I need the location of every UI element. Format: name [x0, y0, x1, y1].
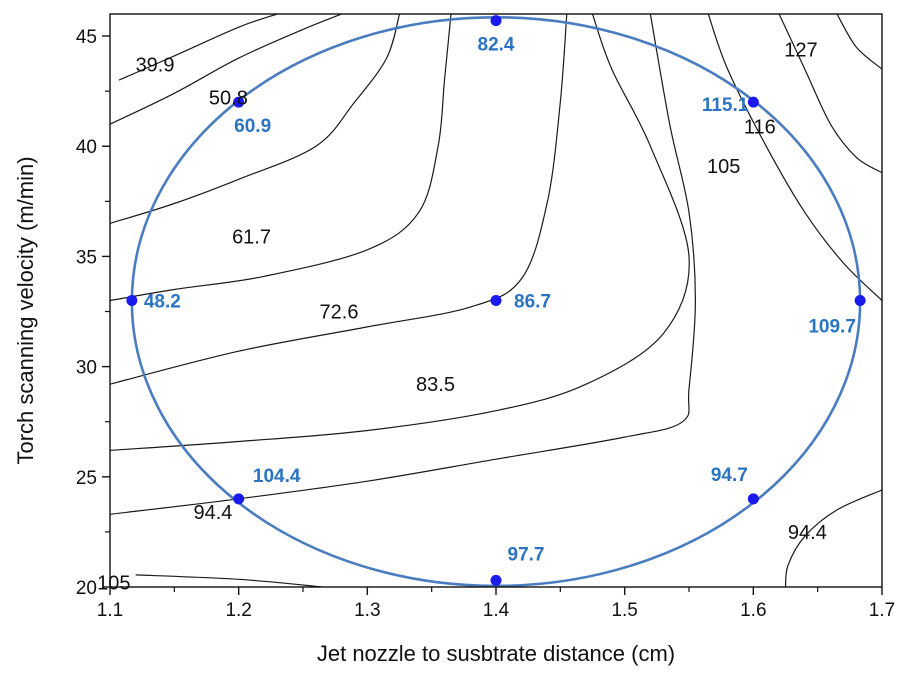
- contour-label: 94.4: [788, 522, 827, 544]
- x-tick-label: 1.7: [869, 600, 895, 621]
- design-point-label: 109.7: [808, 317, 856, 338]
- design-point-label: 60.9: [234, 116, 271, 137]
- design-point: [747, 493, 759, 505]
- y-tick-label: 25: [76, 468, 97, 489]
- y-tick-label: 35: [76, 247, 97, 268]
- design-point: [233, 493, 245, 505]
- y-tick-label: 40: [76, 137, 97, 158]
- axes: 1.1 1.2 1.3 1.4 1.5 1.6 1.7 20 25 30 35 40 45: [76, 27, 895, 621]
- x-tick-label: 1.3: [354, 600, 380, 621]
- y-tick-label: 20: [76, 578, 97, 599]
- contour-line-39-9: [118, 14, 278, 81]
- contour-label: 50.8: [209, 88, 248, 110]
- contour-line-105: [135, 574, 323, 587]
- y-tick-label: 30: [76, 358, 97, 379]
- design-point: [854, 295, 866, 306]
- y-axis-title: Torch scanning velocity (m/min): [13, 156, 38, 464]
- design-point-label: 48.2: [144, 292, 181, 313]
- design-points: 82.4 60.9 115.1 48.2 86.7 109.7 104.4 94.7 97.7: [126, 15, 866, 586]
- y-tick-label: 45: [76, 27, 97, 48]
- x-tick-label: 1.5: [611, 600, 637, 621]
- x-tick-label: 1.4: [483, 600, 510, 621]
- x-tick-label: 1.2: [225, 600, 251, 621]
- contour-label: 72.6: [320, 302, 359, 324]
- design-point: [490, 574, 502, 586]
- design-point: [490, 295, 502, 306]
- contour-line-105: [707, 14, 882, 301]
- contour-lines: [110, 14, 882, 587]
- contour-line-116: [778, 14, 882, 174]
- design-point-label: 97.7: [508, 544, 545, 565]
- x-tick-label: 1.6: [740, 600, 766, 621]
- design-point-label: 104.4: [253, 466, 301, 487]
- contour-line-94-4: [110, 14, 697, 515]
- contour-label: 127: [784, 39, 817, 61]
- contour-line-50-8: [110, 14, 342, 125]
- design-point: [490, 15, 502, 27]
- design-point-label: 94.7: [711, 465, 748, 486]
- contour-label: 39.9: [136, 55, 175, 77]
- contour-label: 83.5: [416, 374, 455, 396]
- contour-line-83-5: [110, 14, 568, 385]
- contour-label: 94.4: [193, 502, 232, 524]
- contour-label: 105: [707, 156, 740, 178]
- contour-line-94-4: [110, 14, 690, 451]
- contour-line-61-7: [110, 14, 401, 224]
- contour-label: 105: [97, 573, 130, 595]
- design-point: [747, 96, 759, 108]
- design-point-label: 115.1: [702, 95, 749, 116]
- x-axis-title: Jet nozzle to susbtrate distance (cm): [317, 641, 675, 666]
- contour-line-72-6: [110, 14, 452, 302]
- contour-line-94-4: [784, 489, 882, 587]
- contour-line-127: [836, 14, 882, 70]
- design-point: [126, 295, 138, 306]
- design-point: [233, 96, 245, 108]
- design-point-label: 82.4: [478, 35, 515, 56]
- x-tick-label: 1.1: [97, 600, 123, 621]
- contour-label: 116: [744, 116, 776, 138]
- design-point-label: 86.7: [514, 292, 551, 313]
- contour-label: 61.7: [232, 227, 271, 249]
